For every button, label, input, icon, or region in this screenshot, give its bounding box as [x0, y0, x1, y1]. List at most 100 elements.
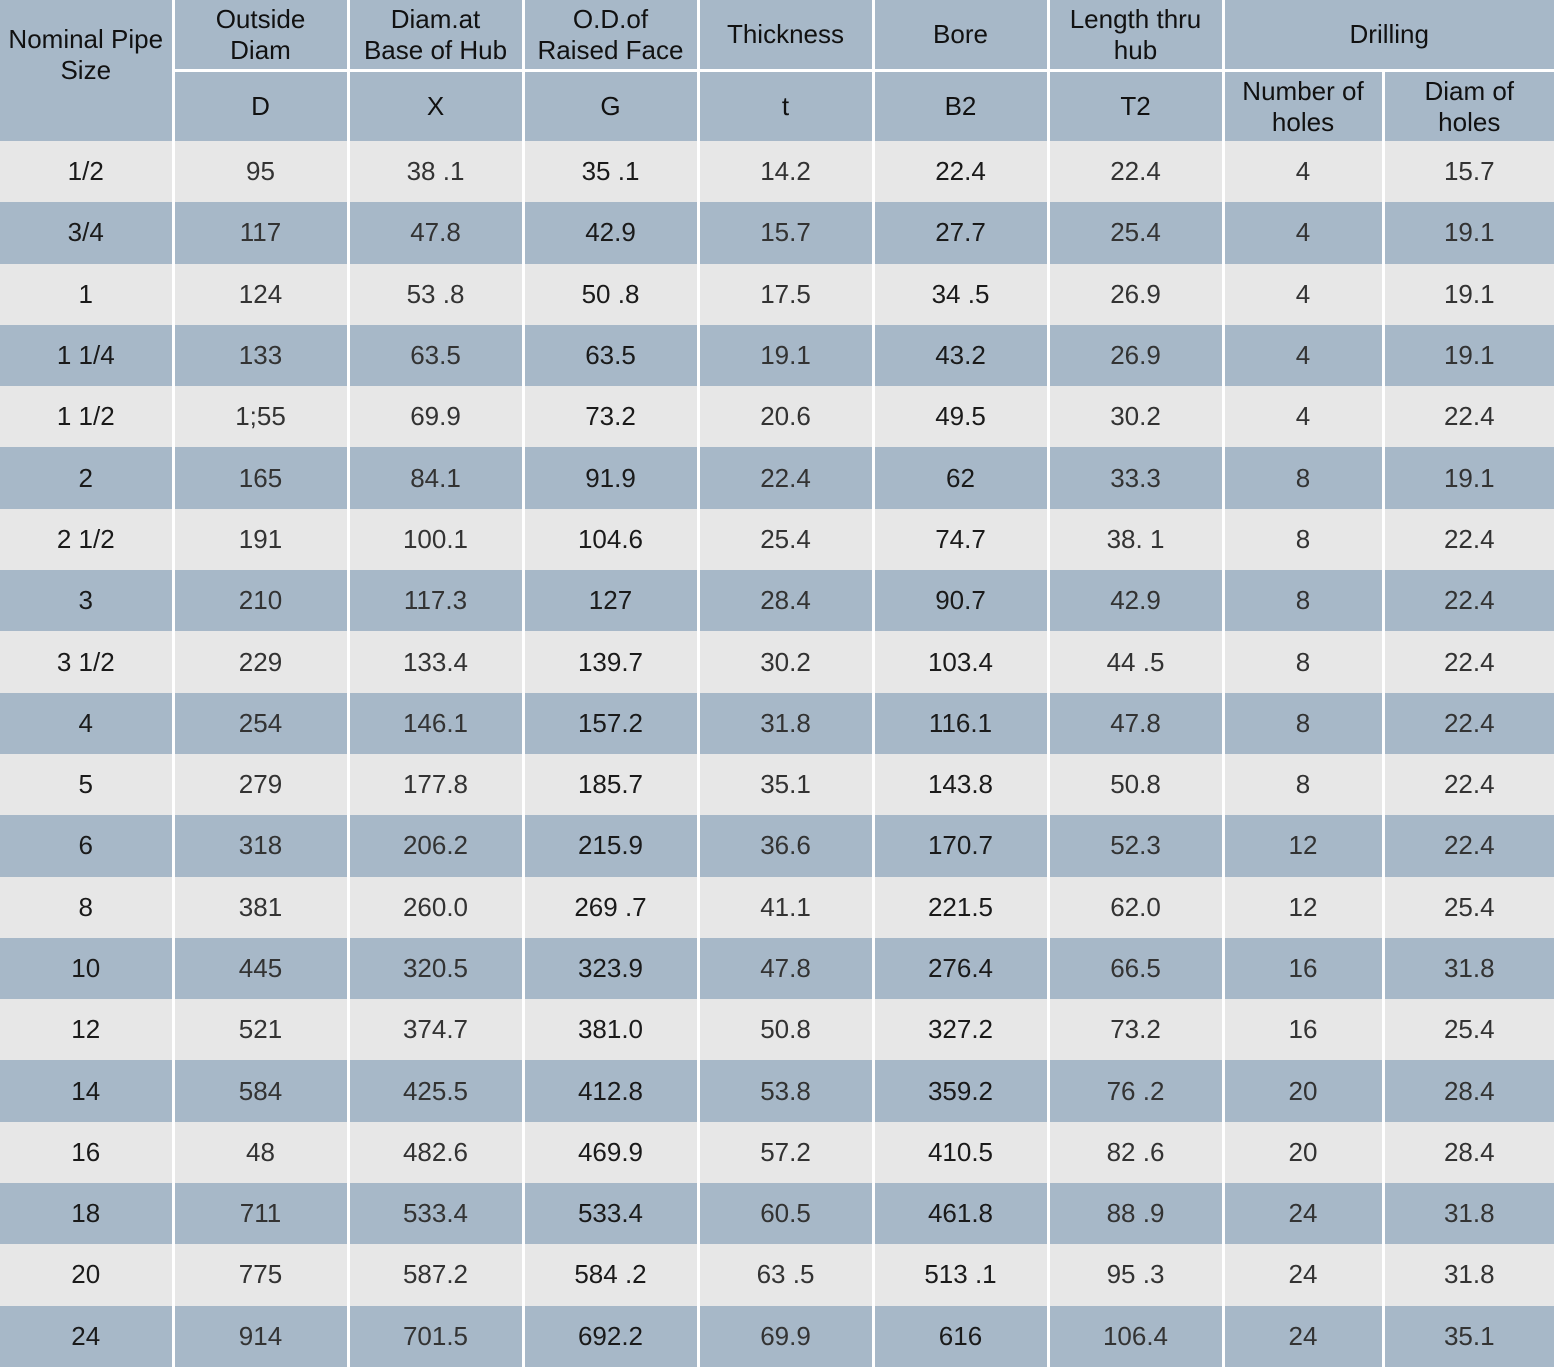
cell-nominal-size: 1 — [0, 263, 175, 325]
cell-nominal-size: 4 — [0, 692, 175, 754]
table-row: 3/4 117 47.8 42.9 15.7 27.7 25.4 4 19.1 — [0, 202, 1554, 264]
header-symbol-t2: T2 — [1048, 70, 1225, 141]
cell-diam-of-holes: 31.8 — [1383, 1183, 1554, 1245]
table-row: 14 584 425.5 412.8 53.8 359.2 76 .2 20 28.4 — [0, 1060, 1554, 1122]
cell-diam-base-hub: 47.8 — [348, 202, 525, 264]
cell-number-of-holes: 12 — [1223, 815, 1385, 877]
cell-od-raised-face: 35 .1 — [523, 141, 700, 203]
cell-diam-base-hub: 69.9 — [348, 386, 525, 448]
cell-thickness: 30.2 — [698, 631, 875, 693]
cell-diam-of-holes: 25.4 — [1383, 876, 1554, 938]
cell-outside-diam: 279 — [173, 753, 350, 816]
cell-diam-of-holes: 19.1 — [1383, 447, 1554, 509]
table-row: 1 1/2 1;55 69.9 73.2 20.6 49.5 30.2 4 22.4 — [0, 386, 1554, 448]
cell-bore: 34 .5 — [873, 263, 1050, 325]
cell-diam-of-holes: 31.8 — [1383, 937, 1554, 1000]
cell-bore: 327.2 — [873, 999, 1050, 1061]
cell-bore: 43.2 — [873, 324, 1050, 387]
cell-diam-base-hub: 38 .1 — [348, 141, 525, 203]
cell-diam-of-holes: 22.4 — [1383, 815, 1554, 877]
cell-length-thru-hub: 26.9 — [1048, 324, 1225, 387]
cell-bore: 170.7 — [873, 815, 1050, 877]
cell-od-raised-face: 323.9 — [523, 937, 700, 1000]
cell-od-raised-face: 584 .2 — [523, 1244, 700, 1306]
cell-od-raised-face: 42.9 — [523, 202, 700, 264]
cell-nominal-size: 5 — [0, 753, 175, 816]
cell-outside-diam: 1;55 — [173, 386, 350, 448]
cell-diam-of-holes: 19.1 — [1383, 324, 1554, 387]
header-diam-of-holes: Diam of holes — [1383, 70, 1554, 141]
cell-outside-diam: 318 — [173, 815, 350, 877]
cell-nominal-size: 18 — [0, 1183, 175, 1245]
cell-outside-diam: 48 — [173, 1121, 350, 1184]
cell-od-raised-face: 381.0 — [523, 999, 700, 1061]
header-row-names: Nominal Pipe Size Outside Diam Diam.at B… — [0, 0, 1554, 141]
cell-thickness: 69.9 — [698, 1305, 875, 1367]
cell-thickness: 63 .5 — [698, 1244, 875, 1306]
cell-length-thru-hub: 52.3 — [1048, 815, 1225, 877]
cell-outside-diam: 124 — [173, 263, 350, 325]
cell-nominal-size: 2 — [0, 447, 175, 509]
cell-bore: 359.2 — [873, 1060, 1050, 1122]
cell-outside-diam: 445 — [173, 937, 350, 1000]
cell-diam-base-hub: 63.5 — [348, 324, 525, 387]
cell-length-thru-hub: 26.9 — [1048, 263, 1225, 325]
cell-diam-of-holes: 19.1 — [1383, 202, 1554, 264]
cell-thickness: 53.8 — [698, 1060, 875, 1122]
cell-nominal-size: 1 1/4 — [0, 324, 175, 387]
cell-diam-base-hub: 701.5 — [348, 1305, 525, 1367]
table-row: 4 254 146.1 157.2 31.8 116.1 47.8 8 22.4 — [0, 692, 1554, 754]
cell-nominal-size: 12 — [0, 999, 175, 1061]
cell-bore: 49.5 — [873, 386, 1050, 448]
cell-diam-base-hub: 260.0 — [348, 876, 525, 938]
table-body: 1/2 95 38 .1 35 .1 14.2 22.4 22.4 4 15.7 3/4 117 47… — [0, 141, 1554, 1367]
header-symbol-x: X — [348, 70, 525, 141]
cell-od-raised-face: 63.5 — [523, 324, 700, 387]
table-row: 24 914 701.5 692.2 69.9 616 106.4 24 35.1 — [0, 1305, 1554, 1367]
cell-thickness: 31.8 — [698, 692, 875, 754]
header-diam-of-holes-label: Diam of holes — [1424, 75, 1515, 137]
cell-number-of-holes: 4 — [1223, 324, 1385, 387]
cell-diam-base-hub: 320.5 — [348, 937, 525, 1000]
cell-number-of-holes: 24 — [1223, 1244, 1385, 1306]
table-row: 2 1/2 191 100.1 104.6 25.4 74.7 38. 1 8 22.4 — [0, 508, 1554, 571]
cell-od-raised-face: 469.9 — [523, 1121, 700, 1184]
cell-thickness: 19.1 — [698, 324, 875, 387]
cell-outside-diam: 165 — [173, 447, 350, 509]
header-row-symbols: D X G t B2 T2 Number of holes Diam of ho… — [0, 70, 1554, 141]
cell-nominal-size: 1 1/2 — [0, 386, 175, 448]
cell-nominal-size: 24 — [0, 1305, 175, 1367]
table-row: 1 124 53 .8 50 .8 17.5 34 .5 26.9 4 19.1 — [0, 263, 1554, 325]
cell-bore: 22.4 — [873, 141, 1050, 203]
cell-bore: 221.5 — [873, 876, 1050, 938]
header-thickness: Thickness — [698, 0, 875, 72]
cell-number-of-holes: 4 — [1223, 141, 1385, 203]
cell-bore: 513 .1 — [873, 1244, 1050, 1306]
cell-diam-base-hub: 146.1 — [348, 692, 525, 754]
cell-bore: 62 — [873, 447, 1050, 509]
table-row: 1/2 95 38 .1 35 .1 14.2 22.4 22.4 4 15.7 — [0, 141, 1554, 203]
cell-nominal-size: 16 — [0, 1121, 175, 1184]
header-symbol-t: t — [698, 70, 875, 141]
cell-bore: 74.7 — [873, 508, 1050, 571]
header-length-thru-hub: Length thru hub — [1048, 0, 1225, 72]
cell-od-raised-face: 185.7 — [523, 753, 700, 816]
cell-thickness: 57.2 — [698, 1121, 875, 1184]
cell-nominal-size: 10 — [0, 937, 175, 1000]
cell-od-raised-face: 50 .8 — [523, 263, 700, 325]
cell-outside-diam: 711 — [173, 1183, 350, 1245]
cell-outside-diam: 117 — [173, 202, 350, 264]
cell-diam-of-holes: 19.1 — [1383, 263, 1554, 325]
cell-od-raised-face: 73.2 — [523, 386, 700, 448]
cell-number-of-holes: 12 — [1223, 876, 1385, 938]
cell-bore: 410.5 — [873, 1121, 1050, 1184]
cell-diam-base-hub: 425.5 — [348, 1060, 525, 1122]
cell-number-of-holes: 4 — [1223, 386, 1385, 448]
table-row: 12 521 374.7 381.0 50.8 327.2 73.2 16 25.4 — [0, 999, 1554, 1061]
header-diam-base-hub-label: Diam.at Base of Hub — [363, 3, 508, 65]
header-number-of-holes: Number of holes — [1223, 70, 1385, 141]
cell-number-of-holes: 24 — [1223, 1305, 1385, 1367]
cell-number-of-holes: 8 — [1223, 570, 1385, 632]
cell-nominal-size: 6 — [0, 815, 175, 877]
header-nominal-pipe-size-label: Nominal Pipe Size — [8, 23, 164, 85]
